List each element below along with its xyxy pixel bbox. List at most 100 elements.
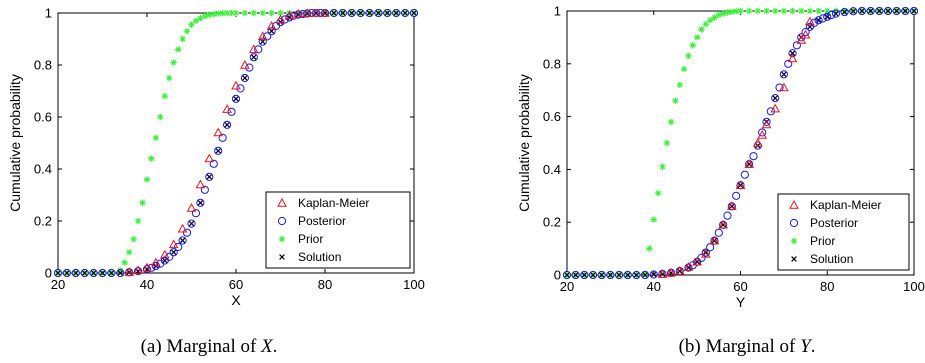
data-point <box>732 191 741 200</box>
data-point <box>892 7 901 16</box>
data-point <box>796 35 807 44</box>
x-axis-label: X <box>231 292 241 308</box>
data-point <box>787 53 798 63</box>
data-point <box>784 59 793 68</box>
data-point <box>116 268 125 277</box>
data-point <box>249 53 258 62</box>
series-posterior <box>54 9 418 277</box>
data-point <box>700 248 711 258</box>
data-point <box>657 269 668 278</box>
data-point <box>159 249 170 259</box>
y-tick-label: 0.4 <box>34 162 52 177</box>
data-point <box>169 248 178 257</box>
data-point <box>815 7 822 15</box>
data-point <box>201 12 209 20</box>
data-point <box>311 9 321 17</box>
data-point <box>850 8 857 15</box>
data-point <box>728 8 736 15</box>
data-point <box>182 228 192 237</box>
caption-suffix: . <box>811 336 816 357</box>
data-point <box>788 49 797 58</box>
data-point <box>233 95 239 102</box>
data-point <box>692 256 702 266</box>
data-point <box>714 228 723 237</box>
data-point <box>219 10 226 17</box>
legend-label: Kaplan-Meier <box>810 198 881 212</box>
data-point <box>755 142 761 149</box>
data-point <box>859 8 865 14</box>
data-point <box>744 159 755 168</box>
legend-label: Prior <box>810 234 835 248</box>
data-point <box>196 198 205 207</box>
data-point <box>683 262 694 271</box>
data-point <box>206 173 213 180</box>
data-point <box>338 9 347 18</box>
data-point <box>876 8 883 14</box>
x-tick-label: 20 <box>51 277 65 292</box>
legend-label: Solution <box>298 250 341 264</box>
data-point <box>674 266 685 275</box>
data-point <box>875 7 884 16</box>
data-point <box>148 155 155 162</box>
data-point <box>170 249 177 256</box>
data-point <box>771 94 780 103</box>
data-point <box>706 243 715 252</box>
data-point <box>357 10 364 16</box>
data-point <box>331 10 337 16</box>
series-kaplan-meier <box>124 9 330 276</box>
data-point <box>284 10 295 20</box>
legend-marker <box>789 199 799 209</box>
data-point <box>248 44 259 54</box>
data-point <box>266 20 277 30</box>
data-point <box>818 14 828 23</box>
data-point <box>223 9 231 17</box>
data-point <box>134 217 142 225</box>
data-point <box>715 11 723 19</box>
data-point <box>797 33 806 42</box>
data-point <box>640 270 650 279</box>
data-point <box>698 26 705 33</box>
data-point <box>124 267 135 276</box>
data-point <box>80 268 89 277</box>
data-point <box>831 9 841 18</box>
data-point <box>789 7 796 15</box>
data-point <box>806 7 814 15</box>
data-point <box>192 17 200 24</box>
data-point <box>909 7 918 16</box>
data-point <box>188 220 195 227</box>
data-point <box>761 119 772 129</box>
x-tick-label: 60 <box>229 277 243 292</box>
data-point <box>143 176 151 183</box>
y-tick-label: 1 <box>45 6 52 21</box>
y-tick-label: 0.8 <box>543 56 561 71</box>
data-point <box>142 262 152 272</box>
data-point <box>384 10 391 16</box>
data-point <box>841 9 848 15</box>
caption-suffix: . <box>273 336 278 357</box>
legend-label: Posterior <box>810 216 858 230</box>
data-point <box>680 65 688 73</box>
data-point <box>393 10 400 16</box>
data-point <box>157 113 164 121</box>
data-point <box>293 9 304 18</box>
data-point <box>329 9 338 18</box>
data-point <box>402 10 408 16</box>
data-point <box>206 11 213 19</box>
data-point <box>151 257 161 267</box>
data-point <box>245 63 254 72</box>
data-point <box>89 268 98 277</box>
data-point <box>832 7 840 15</box>
data-point <box>667 118 675 126</box>
data-point <box>623 270 632 279</box>
data-point <box>866 7 875 16</box>
legend: Kaplan-Meier Posterior Prior Solution <box>265 191 411 269</box>
data-point <box>606 270 615 279</box>
data-point <box>597 270 606 279</box>
data-point <box>195 179 206 189</box>
data-point <box>666 267 676 277</box>
data-point <box>867 8 874 14</box>
data-point <box>598 272 605 278</box>
data-point <box>117 267 124 274</box>
data-point <box>766 107 775 116</box>
data-point <box>214 146 223 155</box>
